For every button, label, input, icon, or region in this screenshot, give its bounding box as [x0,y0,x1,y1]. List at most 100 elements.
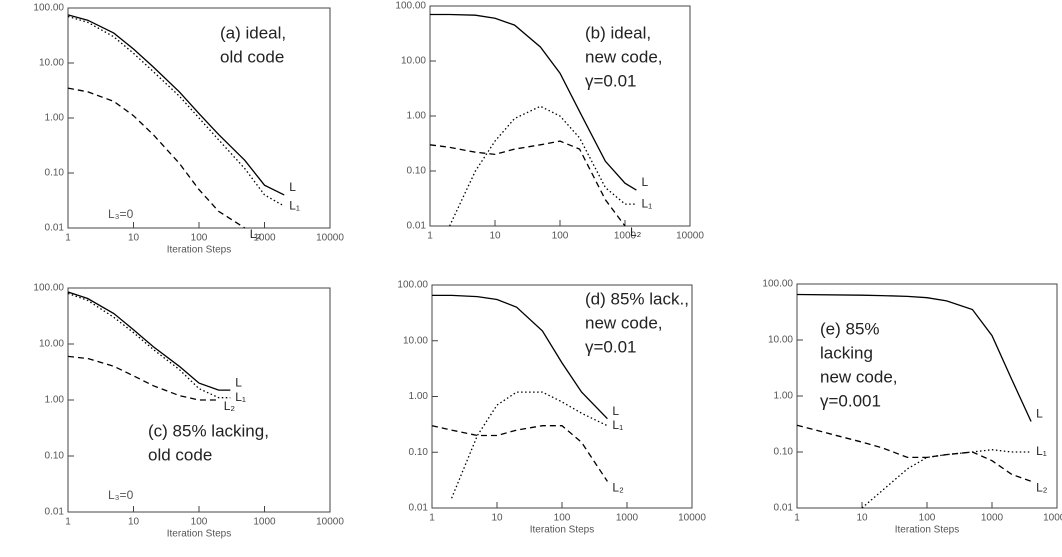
x-tick-label: 10 [489,231,501,242]
series-line [796,424,1032,482]
y-tick-label: 1.00 [45,113,65,124]
y-tick-label: 0.01 [45,223,65,234]
x-tick-label: 1 [794,513,800,524]
x-tick-label: 1000 [616,513,639,524]
y-tick-label: 0.10 [409,447,429,458]
annotation: lacking [820,343,873,362]
annotation: (a) ideal, [220,23,286,42]
series-line [67,87,246,229]
curve-label: L [289,180,296,194]
series-line [432,294,608,420]
x-tick-label: 1 [65,517,71,528]
y-tick-label: 100.00 [395,1,426,12]
series-line [67,292,231,399]
annotation: old code [148,445,212,464]
x-tick-label: 10000 [316,517,344,528]
annotation: (b) ideal, [585,23,651,42]
y-tick-label: 0.10 [45,168,65,179]
x-axis-label: Iteration Steps [895,525,959,536]
series-line [861,449,1032,509]
y-tick-label: 100.00 [33,283,64,294]
x-tick-label: 10 [128,233,140,244]
series-line [796,293,1032,422]
y-tick-label: 1.00 [409,391,429,402]
curve-label: L₂ [250,227,262,241]
series-line [431,425,608,482]
x-axis-label: Iteration Steps [530,525,594,536]
y-tick-label: 10.00 [768,335,793,346]
y-tick-label: 1.00 [407,111,427,122]
y-tick-label: 1.00 [45,395,65,406]
series-line [67,291,231,391]
x-tick-label: 1 [65,233,71,244]
y-tick-label: 0.01 [409,503,429,514]
x-tick-label: 1000 [981,513,1004,524]
curve-label: L₁ [641,196,652,210]
x-tick-label: 100 [919,513,936,524]
x-axis-label: Iteration Steps [167,245,231,256]
x-axis-label: Iteration Steps [167,529,231,540]
y-tick-label: 0.10 [407,166,427,177]
x-tick-label: 10 [128,517,140,528]
series-line [67,355,219,401]
x-tick-label: 1000 [253,233,276,244]
curve-label: L₂ [1036,480,1048,494]
x-tick-label: 100 [191,517,208,528]
curve-label: L [612,404,619,418]
y-tick-label: 0.01 [45,507,65,518]
annotation: old code [220,47,284,66]
series-line [67,14,285,196]
curve-label: L₁ [612,418,623,432]
curve-label: L₂ [612,481,624,495]
x-tick-label: 1 [429,513,435,524]
annotation: (e) 85% [820,319,880,338]
curve-label: L [1036,407,1043,421]
series-line [67,15,285,207]
y-tick-label: 0.10 [774,447,794,458]
x-tick-label: 1000 [253,517,276,528]
curve-label: L₁ [235,390,246,404]
annotation: new code, [820,367,898,386]
annotation: new code, [585,47,663,66]
note: L₃=0 [108,207,134,221]
y-tick-label: 10.00 [39,339,64,350]
x-tick-label: 10 [491,513,503,524]
annotation: γ=0.01 [585,71,637,90]
y-tick-label: 100.00 [397,280,428,291]
x-tick-label: 100 [191,233,208,244]
x-tick-label: 1 [427,231,433,242]
y-tick-label: 0.10 [45,451,65,462]
curve-label: L₁ [289,198,300,212]
x-tick-label: 1000 [614,231,637,242]
annotation: γ=0.001 [820,391,881,410]
y-tick-label: 0.01 [407,221,427,232]
series-line [449,105,637,227]
curve-label: L [235,375,242,389]
annotation: γ=0.01 [585,337,637,356]
x-tick-label: 10 [856,513,868,524]
x-tick-label: 100 [554,513,571,524]
x-tick-label: 10000 [678,513,706,524]
curve-label: L [641,175,648,189]
y-tick-label: 100.00 [33,3,64,14]
y-tick-label: 100.00 [762,279,793,290]
curve-label: L₂ [630,225,642,239]
x-tick-label: 10000 [1043,513,1062,524]
x-tick-label: 10000 [676,231,704,242]
y-tick-label: 10.00 [401,56,426,67]
x-tick-label: 100 [552,231,569,242]
y-tick-label: 10.00 [403,335,428,346]
annotation: (d) 85% lack., [585,289,689,308]
curve-label: L₁ [1036,444,1047,458]
note: L₃=0 [108,488,134,502]
x-tick-label: 10000 [316,233,344,244]
annotation: new code, [585,313,663,332]
y-tick-label: 10.00 [39,58,64,69]
curve-label: L₂ [224,399,236,413]
series-line [450,391,608,499]
series-line [430,13,637,191]
plot-frame [67,287,331,513]
y-tick-label: 0.01 [774,503,794,514]
